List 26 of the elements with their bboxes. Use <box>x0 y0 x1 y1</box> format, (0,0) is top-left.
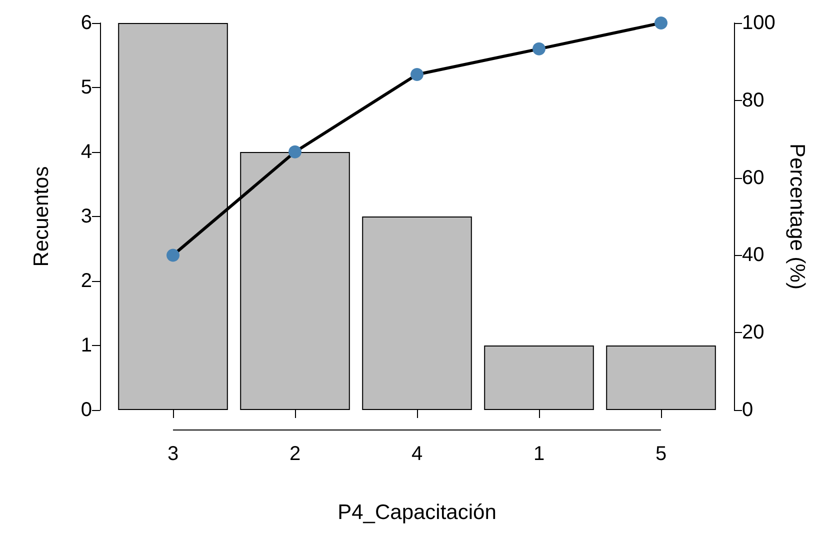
point <box>532 42 546 56</box>
y-axis-title: Recuentos <box>30 166 53 267</box>
y2-tick-label: 60 <box>742 166 764 189</box>
y-tick-label: 1 <box>80 334 92 356</box>
y2-tick-label: 40 <box>742 244 764 266</box>
point <box>410 68 424 81</box>
y-tick-label: 6 <box>80 12 92 34</box>
x-tick-label: 3 <box>167 443 179 465</box>
y2-tick-label: 20 <box>742 322 764 344</box>
point <box>288 145 302 158</box>
x-axis-title: P4_Capacitación <box>338 501 496 524</box>
y-tick-label: 5 <box>80 76 92 98</box>
y-tick-label: 4 <box>80 141 92 163</box>
y2-tick-label: 0 <box>742 399 754 421</box>
y2-tick-label: 100 <box>742 12 776 34</box>
y2-axis-title: Percentage (%) <box>785 144 808 290</box>
x-tick-label: 1 <box>533 443 545 465</box>
y2-tick-label: 80 <box>742 89 764 112</box>
x-tick-label: 2 <box>289 443 301 465</box>
y-tick-label: 2 <box>80 270 92 292</box>
point <box>654 16 668 30</box>
y-tick-label: 0 <box>80 399 92 421</box>
x-tick-label: 5 <box>655 443 667 465</box>
y-tick-label: 3 <box>80 206 92 228</box>
x-tick-label: 4 <box>411 443 423 465</box>
point <box>166 248 180 262</box>
